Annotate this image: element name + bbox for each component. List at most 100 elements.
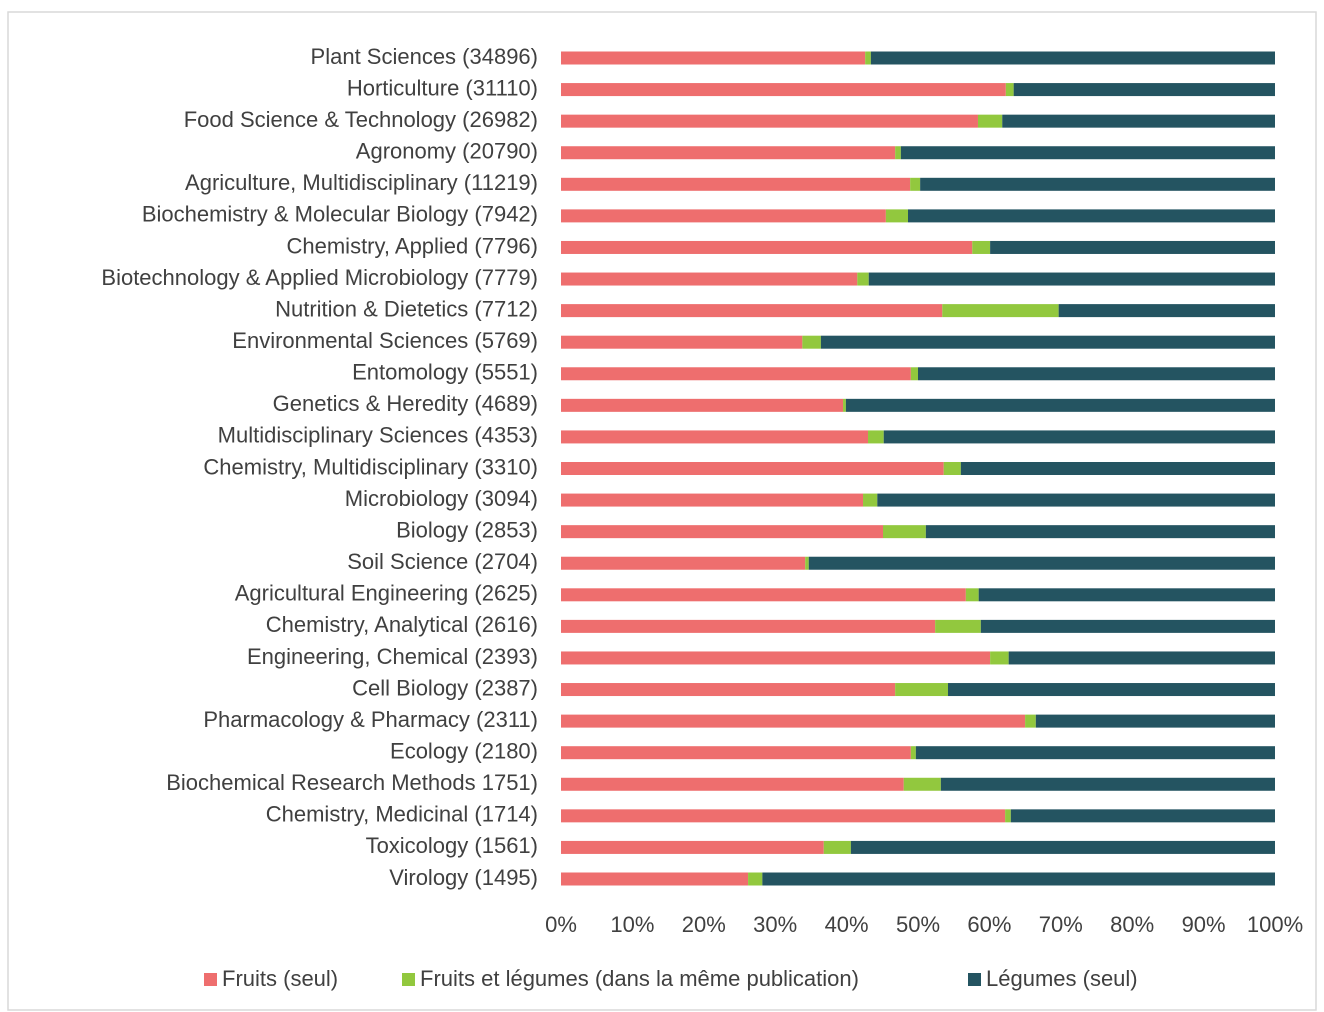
- bar-segment: [947, 683, 1275, 697]
- bar-segment: [1013, 83, 1275, 97]
- bar-segment: [972, 240, 991, 254]
- y-tick-label: Microbiology (3094): [345, 486, 538, 511]
- bar-segment: [1010, 809, 1275, 823]
- y-tick-label: Engineering, Chemical (2393): [247, 644, 538, 669]
- y-tick-label: Food Science & Technology (26982): [184, 107, 538, 132]
- bar-segment: [843, 398, 846, 412]
- bar-segment: [868, 272, 1275, 286]
- bar-segment: [918, 367, 1275, 381]
- bar-segment: [965, 588, 979, 602]
- bar-segment: [870, 51, 1275, 65]
- bar-segment: [940, 777, 1275, 791]
- bar-segment: [883, 430, 1275, 444]
- x-tick-label: 50%: [896, 912, 940, 937]
- x-tick-label: 100%: [1247, 912, 1303, 937]
- y-tick-label: Chemistry, Analytical (2616): [266, 612, 538, 637]
- bar-segment: [561, 619, 936, 633]
- y-tick-label: Entomology (5551): [352, 360, 538, 385]
- bar-segment: [908, 209, 1275, 223]
- bar-segment: [943, 462, 961, 475]
- bar-segment: [863, 493, 878, 507]
- bar-segment: [561, 525, 884, 539]
- bar-segment: [885, 209, 909, 223]
- bar-segment: [977, 114, 1003, 128]
- y-tick-label: Soil Science (2704): [347, 549, 538, 574]
- bar-segment: [802, 335, 821, 349]
- y-tick-label: Biochemical Research Methods 1751): [166, 770, 538, 795]
- bar-segment: [823, 840, 851, 854]
- y-tick-label: Nutrition & Dietetics (7712): [275, 296, 538, 321]
- bar-segment: [561, 840, 824, 854]
- x-tick-label: 40%: [825, 912, 869, 937]
- y-tick-label: Pharmacology & Pharmacy (2311): [203, 707, 538, 732]
- y-tick-label: Agriculture, Multidisciplinary (11219): [185, 170, 538, 195]
- y-tick-label: Biochemistry & Molecular Biology (7942): [142, 202, 538, 227]
- y-tick-label: Multidisciplinary Sciences (4353): [218, 423, 538, 448]
- legend-swatch: [968, 973, 981, 986]
- y-tick-label: Genetics & Heredity (4689): [273, 391, 538, 416]
- bar-segment: [561, 240, 973, 254]
- y-tick-label: Chemistry, Applied (7796): [287, 233, 539, 258]
- bar-segment: [942, 304, 1059, 318]
- bar-segment: [857, 272, 869, 286]
- bar-segment: [561, 462, 944, 475]
- bar-segment: [561, 51, 866, 65]
- y-tick-label: Ecology (2180): [390, 739, 538, 764]
- bar-segment: [561, 335, 803, 349]
- bar-segment: [561, 588, 966, 602]
- y-tick-label: Virology (1495): [389, 865, 538, 890]
- bar-segment: [915, 746, 1275, 760]
- x-tick-label: 30%: [753, 912, 797, 937]
- bar-segment: [980, 619, 1275, 633]
- bar-segment: [920, 177, 1275, 191]
- bar-segment: [561, 714, 1026, 728]
- bar-segment: [1005, 83, 1014, 97]
- bar-segment: [910, 746, 916, 760]
- bar-segment: [1035, 714, 1275, 728]
- bar-segment: [561, 872, 749, 886]
- bar-segment: [1025, 714, 1036, 728]
- x-tick-label: 10%: [610, 912, 654, 937]
- bar-segment: [561, 83, 1006, 97]
- bar-segment: [561, 777, 904, 791]
- x-tick-label: 20%: [682, 912, 726, 937]
- bar-segment: [561, 493, 864, 507]
- bar-segment: [990, 240, 1275, 254]
- chart-frame: [7, 11, 1317, 1011]
- bar-segment: [561, 746, 911, 760]
- bar-segment: [762, 872, 1275, 886]
- bar-segment: [1002, 114, 1275, 128]
- bar-segment: [561, 272, 858, 286]
- bar-segment: [561, 809, 1006, 823]
- bar-segment: [561, 683, 896, 697]
- bar-segment: [850, 840, 1275, 854]
- y-tick-label: Cell Biology (2387): [352, 675, 538, 700]
- x-tick-label: 90%: [1182, 912, 1226, 937]
- legend-label: Fruits et légumes (dans la même publicat…: [420, 966, 859, 991]
- bar-segment: [561, 209, 886, 223]
- bar-segment: [561, 304, 943, 318]
- bar-segment: [895, 683, 948, 697]
- bar-segment: [561, 367, 911, 381]
- bar-segment: [1005, 809, 1011, 823]
- bar-segment: [748, 872, 763, 886]
- bar-segment: [561, 177, 911, 191]
- bar-segment: [808, 556, 1275, 570]
- bar-segment: [1058, 304, 1275, 318]
- y-tick-label: Biology (2853): [396, 517, 538, 542]
- bar-segment: [805, 556, 809, 570]
- bar-segment: [845, 398, 1275, 412]
- bar-segment: [925, 525, 1275, 539]
- bar-segment: [895, 146, 901, 160]
- x-tick-label: 60%: [967, 912, 1011, 937]
- bar-segment: [990, 651, 1009, 665]
- legend-label: Légumes (seul): [986, 966, 1138, 991]
- y-tick-label: Plant Sciences (34896): [311, 44, 538, 69]
- bar-segment: [910, 367, 918, 381]
- bar-segment: [561, 114, 978, 128]
- bar-segment: [877, 493, 1275, 507]
- bar-segment: [561, 430, 869, 444]
- y-tick-label: Biotechnology & Applied Microbiology (77…: [101, 265, 538, 290]
- bar-segment: [561, 651, 991, 665]
- bar-segment: [865, 51, 871, 65]
